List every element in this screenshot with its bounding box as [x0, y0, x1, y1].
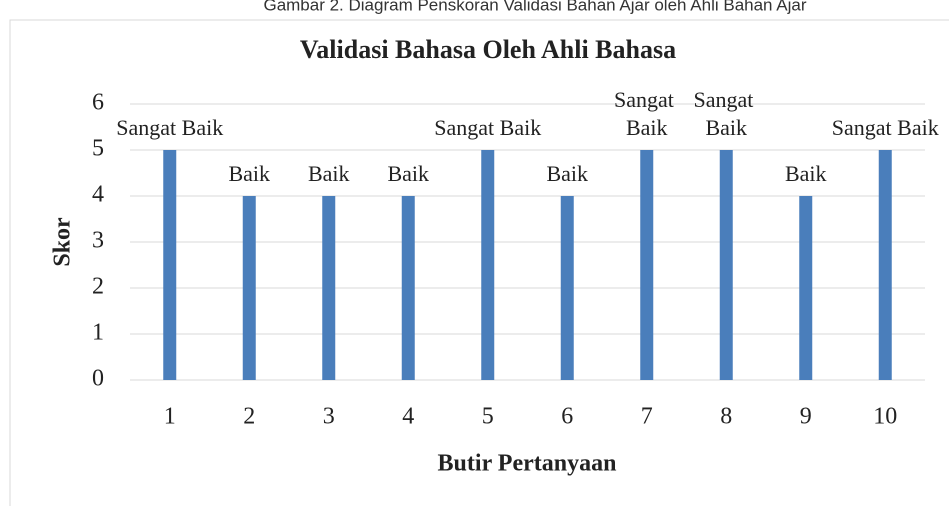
- data-label: Baik: [387, 161, 429, 186]
- bar: [878, 150, 892, 380]
- chart-title: Validasi Bahasa Oleh Ahli Bahasa: [300, 35, 676, 64]
- y-tick-label: 3: [92, 228, 104, 254]
- bar: [640, 150, 654, 380]
- x-tick-label: 2: [243, 404, 255, 430]
- x-tick-label: 9: [800, 404, 812, 430]
- x-tick-label: 5: [482, 404, 494, 430]
- y-tick-label: 1: [92, 320, 104, 346]
- data-label: Sangat Baik: [116, 115, 223, 140]
- bar: [560, 196, 574, 380]
- data-label: Baik: [785, 161, 827, 186]
- x-tick-label: 10: [873, 404, 897, 430]
- x-tick-label: 6: [561, 404, 573, 430]
- x-tick-label: 7: [641, 404, 653, 430]
- caption: Gambar 2. Diagram Penskoran Validasi Bah…: [263, 0, 806, 14]
- y-tick-label: 4: [92, 182, 104, 208]
- data-label: Baik: [228, 161, 270, 186]
- y-tick-label: 5: [92, 136, 104, 162]
- bar: [401, 196, 415, 380]
- y-axis-label: Skor: [50, 217, 76, 267]
- bar: [719, 150, 733, 380]
- bar: [799, 196, 813, 380]
- bar: [242, 196, 256, 380]
- x-axis-label: Butir Pertanyaan: [438, 451, 617, 477]
- y-tick-label: 2: [92, 274, 104, 300]
- x-tick-label: 1: [164, 404, 176, 430]
- x-tick-label: 4: [402, 404, 414, 430]
- data-label: Sangat Baik: [614, 87, 679, 140]
- x-tick-label: 8: [720, 404, 732, 430]
- data-label: Baik: [546, 161, 588, 186]
- bar: [481, 150, 495, 380]
- data-label: Sangat Baik: [694, 87, 759, 140]
- data-label: Baik: [308, 161, 350, 186]
- y-tick-label: 0: [92, 366, 104, 392]
- bar: [322, 196, 336, 380]
- data-label: Sangat Baik: [832, 115, 939, 140]
- bar: [163, 150, 177, 380]
- data-label: Sangat Baik: [434, 115, 541, 140]
- x-tick-label: 3: [323, 404, 335, 430]
- y-tick-label: 6: [92, 90, 104, 116]
